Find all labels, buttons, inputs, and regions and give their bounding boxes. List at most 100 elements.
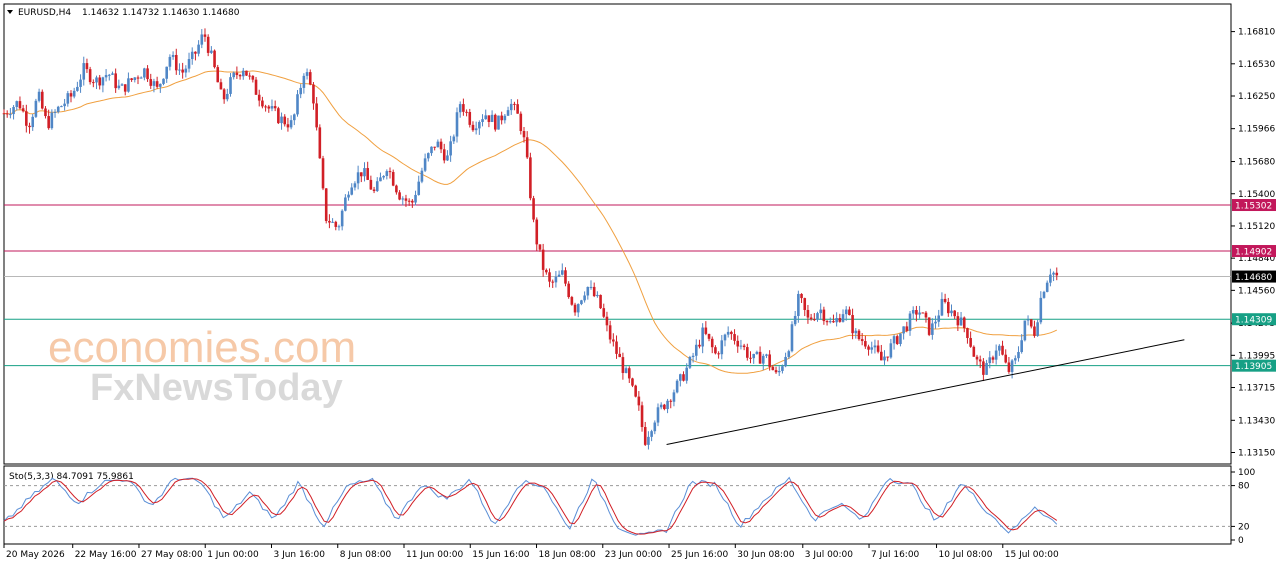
candle-body — [366, 168, 369, 180]
candle-body — [982, 361, 985, 375]
candle-body — [206, 36, 210, 53]
candle-body — [953, 310, 956, 317]
candle-body — [548, 272, 551, 282]
candle-body — [612, 339, 615, 342]
candle-body — [1007, 362, 1011, 372]
candle-body — [749, 357, 752, 359]
candle-body — [691, 355, 695, 357]
candle-body — [755, 351, 759, 354]
candle-body — [248, 75, 251, 77]
candle-body — [238, 75, 242, 77]
candle-body — [554, 276, 558, 283]
candle-body — [726, 331, 730, 335]
candle-body — [458, 104, 462, 113]
candle-body — [363, 168, 366, 177]
stoch-tick-label: 20 — [1238, 522, 1250, 532]
candle-body — [864, 341, 867, 347]
candle-body — [643, 427, 647, 445]
candle-body — [988, 357, 992, 364]
candle-body — [344, 197, 347, 211]
candle-body — [28, 125, 31, 128]
candle-body — [270, 106, 274, 109]
candle-body — [1004, 354, 1008, 363]
level-labels: 1.15302 1.14902 1.14680 1.14309 1.13905 — [1232, 199, 1276, 372]
candle-body — [315, 103, 318, 128]
candle-body — [828, 321, 832, 323]
ma-line — [3, 70, 1058, 374]
candle-body — [790, 324, 794, 352]
candle-body — [187, 59, 191, 69]
candle-body — [60, 106, 63, 108]
candle-body — [439, 141, 443, 150]
candle-body — [40, 91, 44, 109]
price-axis: 1.16810 1.16530 1.16250 1.15966 1.15680 1.154… — [1231, 28, 1275, 459]
candle-body — [739, 345, 743, 347]
candle-body — [608, 325, 612, 340]
candle-body — [69, 93, 73, 97]
candle-body — [1055, 272, 1059, 276]
x-tick-label: 30 Jun 08:00 — [737, 550, 794, 560]
candle-body — [908, 313, 912, 331]
chevron-down-icon[interactable] — [7, 10, 13, 14]
x-tick-label: 15 Jul 00:00 — [1005, 550, 1059, 560]
candle-body — [407, 200, 411, 202]
candle-body — [398, 192, 401, 200]
candle-body — [433, 146, 436, 148]
candle-body — [229, 77, 232, 94]
candle-body — [101, 77, 105, 86]
candle-body — [232, 72, 235, 78]
y-tick-label: 1.16250 — [1238, 92, 1275, 102]
trendline-layer[interactable] — [666, 339, 1185, 445]
trendline[interactable] — [666, 339, 1185, 445]
candle-body — [1039, 297, 1043, 323]
candle-body — [82, 63, 86, 80]
candle-body — [596, 294, 599, 297]
x-tick-label: 10 Jul 08:00 — [939, 550, 993, 560]
candle-body — [774, 370, 778, 373]
candle-body — [95, 77, 98, 83]
candle-body — [423, 158, 427, 171]
candle-body — [1023, 320, 1027, 341]
candle-body — [219, 82, 223, 90]
candle-body — [659, 404, 663, 408]
candle-body — [5, 113, 9, 115]
candle-body — [701, 327, 704, 347]
candle-body — [972, 346, 976, 357]
candle-body — [800, 293, 803, 299]
candle-body — [698, 344, 701, 347]
candle-body — [509, 103, 513, 111]
x-tick-label: 22 May 16:00 — [75, 550, 137, 560]
candle-body — [991, 357, 995, 360]
candle-body — [602, 308, 606, 317]
candle-body — [860, 339, 864, 342]
time-axis: 20 May 2026 22 May 16:00 27 May 08:00 1 Jun… — [3, 544, 1059, 560]
candle-body — [420, 170, 424, 182]
candle-body — [452, 136, 456, 142]
candle-body — [538, 244, 542, 250]
candle-body — [704, 327, 708, 334]
candle-body — [369, 179, 373, 190]
candle-body — [277, 108, 280, 124]
candle-body — [296, 94, 299, 115]
candle-body — [165, 66, 169, 79]
candle-body — [892, 336, 896, 344]
candle-body — [685, 367, 689, 381]
candle-body — [245, 70, 248, 76]
candle-body — [707, 333, 711, 339]
candle-body — [969, 338, 972, 347]
candle-body — [414, 194, 417, 203]
candle-body — [1013, 358, 1017, 361]
candle-body — [825, 321, 829, 323]
candle-body — [318, 127, 322, 159]
level-badge — [1232, 313, 1276, 326]
level-badge-label: 1.14902 — [1235, 248, 1272, 258]
candle-body — [321, 158, 325, 189]
candle-body — [1045, 282, 1049, 292]
candle-body — [516, 104, 519, 114]
candle-body — [446, 155, 449, 161]
candle-body — [328, 220, 331, 223]
candle-body — [994, 350, 998, 360]
candle-body — [385, 171, 389, 176]
